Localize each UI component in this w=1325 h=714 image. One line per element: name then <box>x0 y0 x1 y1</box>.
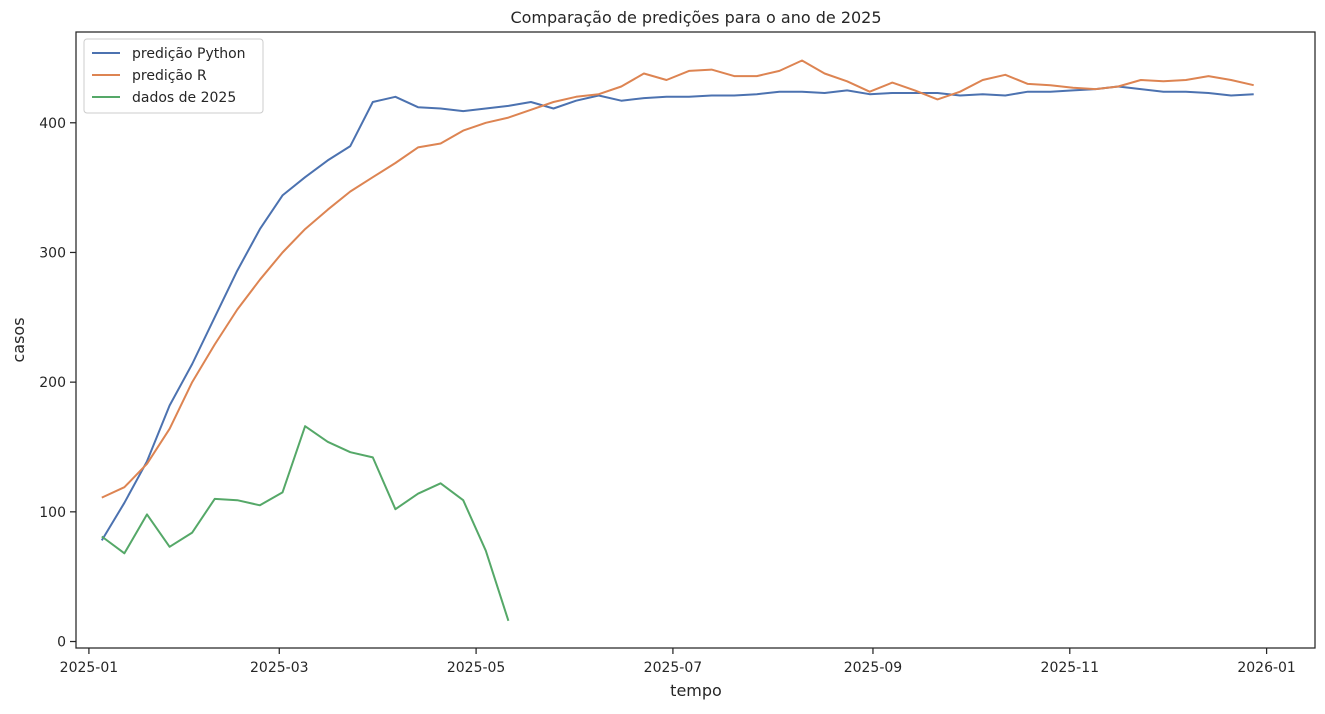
legend: predição Python predição R dados de 2025 <box>83 38 264 114</box>
legend-label-1: predição Python <box>132 46 246 62</box>
y-tick-label: 100 <box>39 505 66 521</box>
plot-frame <box>75 31 1316 649</box>
x-axis-label: tempo <box>670 681 722 700</box>
legend-label-3: dados de 2025 <box>132 90 236 106</box>
series-line-3 <box>101 425 510 622</box>
y-tick-label: 300 <box>39 245 66 261</box>
y-tick-label: 400 <box>39 116 66 132</box>
x-tick-label: 2025-07 <box>644 660 703 676</box>
x-tick-label: 2026-01 <box>1237 660 1296 676</box>
chart-title: Comparação de predições para o ano de 20… <box>510 8 881 27</box>
y-tick-label: 0 <box>57 635 66 651</box>
x-tick-label: 2025-11 <box>1041 660 1100 676</box>
y-tick-label: 200 <box>39 375 66 391</box>
series-line-1 <box>100 85 1254 541</box>
legend-label-2: predição R <box>132 68 207 84</box>
x-tick-label: 2025-09 <box>844 660 903 676</box>
x-tick-label: 2025-01 <box>60 660 119 676</box>
x-tick-label: 2025-03 <box>250 660 309 676</box>
y-axis-label: casos <box>9 317 28 362</box>
x-tick-label: 2025-05 <box>447 660 506 676</box>
legend-box <box>83 38 264 114</box>
series-line-2 <box>101 59 1254 499</box>
